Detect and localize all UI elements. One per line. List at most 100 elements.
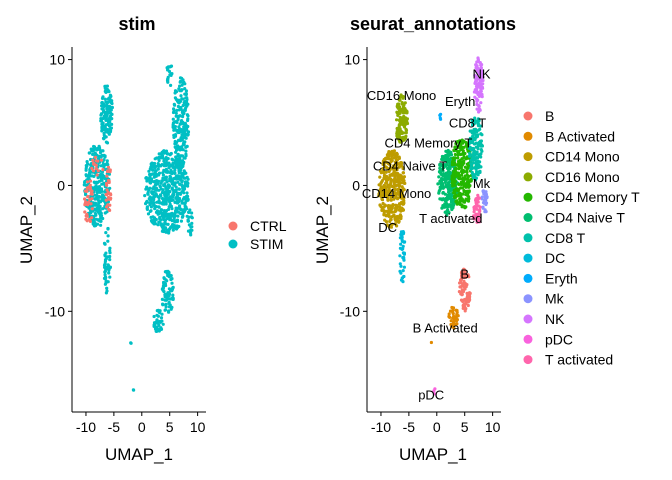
stim-data-point xyxy=(105,181,109,186)
stim-data-point xyxy=(156,167,160,171)
stim-data-point xyxy=(92,174,96,178)
stim-data-point xyxy=(156,223,160,227)
stim-data-point xyxy=(108,208,112,212)
stim-data-point xyxy=(105,205,109,209)
stim-ticks: -10 -5 0 5 10 -10 0 10 xyxy=(45,52,206,435)
annotations-data-point xyxy=(469,166,473,170)
annotations-data-point xyxy=(446,175,450,179)
annotations-data-point xyxy=(476,159,480,163)
cluster-label: T activated xyxy=(419,211,482,226)
annotations-data-point xyxy=(478,153,482,157)
annotations-data-point xyxy=(459,165,463,169)
annotations-data-point xyxy=(399,161,403,165)
stim-data-point xyxy=(150,172,154,176)
stim-data-point xyxy=(105,286,109,290)
stim-data-point xyxy=(108,186,112,190)
stim-data-point xyxy=(162,280,166,284)
stim-data-point xyxy=(166,291,170,295)
annotations-data-point xyxy=(381,188,385,192)
annotations-data-point xyxy=(460,203,464,207)
annotations-data-point xyxy=(456,156,460,160)
stim-data-point xyxy=(87,151,92,155)
annotations-data-point xyxy=(476,173,480,177)
annotations-data-point xyxy=(381,166,385,171)
annotations-data-point xyxy=(471,176,476,180)
stim-data-point xyxy=(106,234,110,238)
stim-data-point xyxy=(163,218,167,222)
stim-data-point xyxy=(165,152,169,156)
stim-data-point xyxy=(165,214,169,218)
stim-data-point xyxy=(83,210,87,214)
stim-data-point xyxy=(96,159,100,163)
stim-data-point xyxy=(103,262,107,266)
stim-data-point xyxy=(177,206,181,210)
annotations-data-point xyxy=(458,197,462,201)
stim-data-point xyxy=(84,217,88,221)
stim-data-point xyxy=(176,104,180,109)
stim-data-point xyxy=(162,191,166,195)
stim-data-point xyxy=(167,231,171,235)
stim-data-point xyxy=(155,329,159,333)
annotations-data-point xyxy=(460,168,464,172)
stim-data-point xyxy=(175,108,179,112)
stim-data-point xyxy=(82,183,86,187)
annotations-data-point xyxy=(478,61,482,65)
stim-data-point xyxy=(84,193,88,197)
stim-data-point xyxy=(180,171,184,175)
annotations-data-point xyxy=(469,158,473,162)
annotations-data-point xyxy=(447,314,451,319)
annotations-legend-key xyxy=(523,152,533,162)
stim-panel-title: stim xyxy=(118,14,155,34)
annotations-data-point xyxy=(473,116,477,120)
annotations-data-point xyxy=(398,115,402,119)
annotations-data-point xyxy=(478,79,482,83)
annotations-data-point xyxy=(448,309,453,313)
stim-data-point xyxy=(175,120,179,124)
stim-data-point xyxy=(108,254,112,259)
annotations-data-point xyxy=(445,171,449,175)
stim-data-point xyxy=(99,223,103,227)
stim-data-point xyxy=(183,108,187,112)
annotations-data-point xyxy=(443,192,447,196)
annotations-data-point xyxy=(402,107,406,111)
annotations-data-point xyxy=(389,225,393,229)
stim-data-point xyxy=(168,73,172,77)
annotations-data-point xyxy=(467,190,471,194)
annotations-data-point xyxy=(388,190,392,194)
stim-data-point xyxy=(177,125,181,129)
annotations-data-point xyxy=(454,174,458,178)
annotations-data-point xyxy=(460,173,464,177)
stim-data-point xyxy=(93,186,97,190)
stim-data-point xyxy=(102,165,106,169)
stim-data-point xyxy=(170,219,174,223)
annotations-data-point xyxy=(464,177,468,181)
annotations-data-point xyxy=(475,220,479,224)
annotations-data-point xyxy=(382,213,386,217)
annotations-data-point xyxy=(379,187,383,191)
annotations-data-point xyxy=(477,71,481,75)
annotations-data-point xyxy=(398,127,402,131)
stim-data-point xyxy=(189,225,193,229)
stim-data-point xyxy=(93,163,97,167)
cluster-label: DC xyxy=(378,220,397,235)
annotations-data-point xyxy=(449,156,453,160)
annotations-data-point xyxy=(480,95,484,99)
annotations-data-point xyxy=(394,209,398,213)
stim-data-point xyxy=(93,202,98,207)
annotations-data-point xyxy=(399,271,403,275)
stim-data-point xyxy=(154,169,158,173)
annotations-data-point xyxy=(475,197,479,202)
annotations-data-point xyxy=(470,139,475,144)
annotations-data-point xyxy=(462,145,466,149)
stim-data-point xyxy=(158,215,162,219)
stim-data-point xyxy=(174,164,178,168)
stim-data-point xyxy=(163,308,167,312)
stim-data-point xyxy=(108,93,112,97)
annotations-data-point xyxy=(469,137,473,141)
stim-data-point xyxy=(107,132,111,136)
stim-x-tick-label: -5 xyxy=(108,419,121,435)
stim-data-point xyxy=(103,269,107,273)
annotations-data-point xyxy=(477,110,481,114)
annotations-data-point xyxy=(404,128,409,132)
annotations-data-point xyxy=(457,187,461,191)
